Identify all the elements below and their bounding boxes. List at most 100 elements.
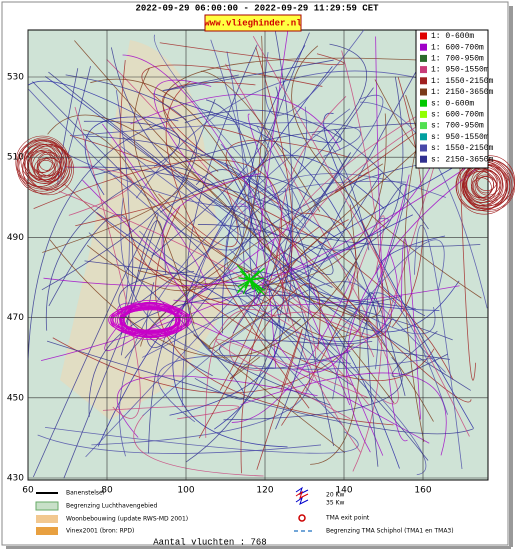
- loop: [121, 309, 179, 331]
- key-label: 20 Kw: [326, 492, 344, 499]
- track: [91, 296, 311, 446]
- track: [238, 277, 251, 281]
- track: [165, 143, 434, 422]
- legend-swatch: [420, 43, 427, 51]
- x-tick-label: 140: [335, 486, 352, 496]
- area-swatch: [35, 501, 59, 511]
- y-tick-label: 490: [7, 233, 24, 243]
- track: [47, 114, 395, 404]
- track: [172, 66, 333, 448]
- legend-label: s: 700-950m: [431, 122, 484, 131]
- track: [133, 67, 371, 323]
- legend-items: 1: 0-600m 1: 600-700m 1: 700-950m 1: 950-15…: [420, 32, 494, 164]
- holding: [33, 158, 56, 181]
- track: [84, 116, 179, 196]
- track: [278, 96, 361, 453]
- track: [102, 405, 240, 420]
- track: [41, 74, 198, 291]
- holding: [16, 140, 64, 187]
- track: [244, 279, 251, 285]
- shadow: [509, 6, 513, 547]
- legend-label: s: 1550-2150m: [431, 144, 494, 153]
- legend-swatch: [420, 32, 427, 40]
- track: [32, 212, 159, 478]
- track: [245, 151, 482, 294]
- legend: [415, 29, 489, 169]
- badge[interactable]: [204, 14, 302, 32]
- holding: [37, 160, 55, 178]
- track: [160, 175, 383, 335]
- x-tick-label: 100: [177, 486, 194, 496]
- legend-swatch: [420, 144, 427, 152]
- track: [209, 113, 345, 226]
- track: [69, 135, 454, 381]
- track: [310, 204, 361, 465]
- track: [75, 125, 269, 227]
- x-tick-label: 160: [414, 486, 431, 496]
- holding: [477, 176, 495, 194]
- track: [256, 328, 303, 470]
- legend-swatch: [420, 88, 427, 96]
- track: [262, 311, 375, 358]
- key-label: Begrenzing Luchthavengebied: [66, 503, 157, 510]
- track: [74, 40, 384, 319]
- track: [86, 135, 310, 430]
- track: [74, 106, 141, 419]
- track: [63, 98, 216, 479]
- track: [173, 285, 460, 307]
- track: [198, 283, 321, 439]
- track: [157, 354, 351, 423]
- holding: [464, 159, 515, 211]
- track: [85, 94, 384, 458]
- track: [249, 270, 260, 281]
- y-tick-label: 530: [7, 73, 24, 83]
- track: [458, 137, 477, 381]
- legend-swatch: [420, 122, 427, 130]
- track: [104, 227, 290, 352]
- holding: [23, 140, 65, 181]
- exit-icon: [298, 514, 306, 522]
- y-tick-label: 510: [7, 153, 24, 163]
- track: [240, 372, 447, 456]
- vinex-swatch: [36, 527, 58, 535]
- grid: 530 510 490 470 450 430 60 80 100 120 140 160: [7, 30, 488, 496]
- footer: Aantal vluchten : 768: [153, 537, 266, 547]
- track: [252, 36, 470, 437]
- badge-text[interactable]: www.vlieghinder.nl: [204, 18, 302, 28]
- track: [33, 159, 282, 391]
- track: [184, 109, 429, 230]
- key-label: TMA exit point: [325, 515, 370, 522]
- key-label: Begrenzing TMA Schiphol (TMA1 en TMA3): [326, 528, 454, 535]
- track: [27, 111, 213, 360]
- loop: [112, 305, 188, 335]
- track: [120, 146, 436, 335]
- holding: [28, 149, 61, 182]
- legend-label: 1: 1550-2150m: [431, 77, 494, 86]
- track: [159, 42, 345, 66]
- key-label: Woonbebouwing (update RWS-MD 2001): [66, 516, 188, 523]
- track: [141, 64, 323, 121]
- x-tick-label: 120: [256, 486, 273, 496]
- track: [161, 173, 261, 335]
- key-label: Vinex2001 (bron: RPD): [66, 528, 134, 535]
- legend-swatch: [420, 66, 427, 74]
- key-label: 35 Kw: [326, 500, 344, 507]
- track: [52, 337, 354, 394]
- track: [128, 43, 368, 311]
- track: [37, 434, 322, 454]
- track: [162, 59, 334, 92]
- track: [139, 51, 246, 279]
- track: [291, 45, 482, 299]
- track: [197, 224, 321, 258]
- legend-swatch: [420, 99, 427, 107]
- loop: [112, 307, 188, 333]
- track: [93, 165, 245, 282]
- track: [205, 309, 370, 438]
- track: [332, 292, 448, 415]
- track: [215, 339, 369, 420]
- x-tick-label: 60: [22, 486, 34, 496]
- track: [200, 70, 321, 212]
- holding: [18, 139, 68, 189]
- track: [44, 427, 359, 454]
